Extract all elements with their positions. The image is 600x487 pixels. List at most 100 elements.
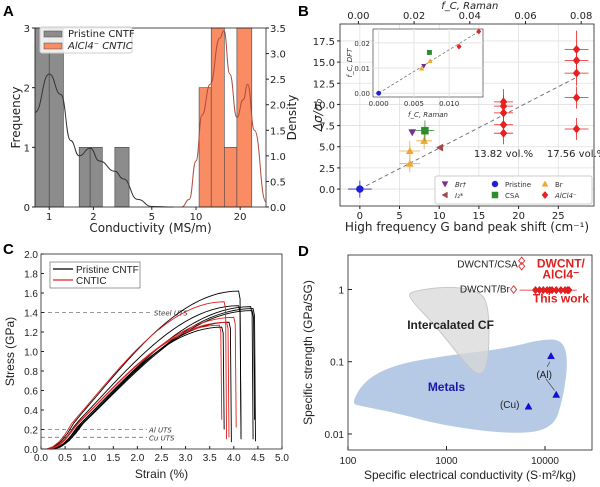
y-tick-label-6: 1.2	[24, 328, 38, 339]
data-point-1	[518, 256, 526, 266]
x-tick-label-0: 1	[46, 212, 52, 223]
panel-label-c: C	[3, 241, 14, 258]
y2-tick-label-3: 1.5	[270, 126, 286, 137]
legend-box	[434, 175, 593, 205]
y-axis-label: Stress (GPa)	[3, 317, 17, 386]
stress-strain-curve-0-1	[40, 305, 242, 450]
data-point-5-6	[572, 93, 581, 103]
y2-axis-label: Density	[285, 95, 299, 141]
this-work-label-2: This work	[533, 291, 589, 305]
data-point-5-4	[499, 97, 508, 107]
data-point-0-0	[356, 185, 364, 193]
x-tick-label-2: 1.0	[82, 453, 96, 464]
inset-point-0	[376, 90, 382, 96]
region-label-metals: Metals	[428, 380, 466, 394]
x-tick-label-3: 1.5	[106, 453, 120, 464]
y2-tick-label-2: 1.0	[270, 152, 286, 163]
inset-y-tick-label-2: 0.02	[354, 40, 370, 48]
data-point-3-0	[421, 126, 429, 135]
x-tick-label-10: 5.0	[275, 453, 289, 464]
inset-x-axis-label: f_C, Raman	[408, 111, 448, 119]
data-point-4-0	[435, 143, 444, 152]
y-tick-label-4: 10.0	[313, 100, 335, 111]
inset-y-tick-label-1: 0.01	[354, 65, 370, 73]
legend-swatch-0	[43, 30, 63, 38]
x-tick-label-4: 20	[512, 211, 525, 222]
legend-marker-2	[491, 180, 499, 188]
inset-point-3	[427, 58, 433, 63]
y-tick-label-9: 1.8	[24, 270, 38, 281]
ref-label-1: Al UTS	[148, 427, 172, 435]
y2-tick-label-4: 2.0	[270, 101, 286, 112]
legend-label-1: AlCl4⁻ CNTIC	[67, 41, 133, 52]
label-cu: (Cu)	[500, 400, 519, 411]
x-tick-label-5: 25	[552, 211, 565, 222]
panel-label-b: B	[298, 3, 309, 20]
y-tick-label-3: 3	[24, 24, 30, 35]
y-tick-label-5: 12.5	[313, 79, 335, 90]
data-point-4	[552, 390, 561, 398]
x-tick-label-3: 10	[190, 212, 203, 223]
histogram-bar-1-3	[236, 27, 253, 208]
inset-point-1	[419, 65, 425, 71]
legend-label-0: Pristine CNTF	[68, 29, 135, 40]
label-al: (Al)	[536, 370, 552, 381]
stress-strain-curve-1-3	[41, 324, 223, 450]
plot-frame	[347, 254, 593, 451]
inset-point-4	[426, 49, 432, 55]
fit-line	[359, 76, 577, 190]
this-work-label-0: DWCNT/	[537, 256, 586, 270]
x-axis-label: Conductivity (MS/m)	[89, 221, 211, 235]
x-tick-label-2: 10000	[531, 456, 559, 467]
x2-tick-label-2: 0.04	[459, 11, 481, 22]
y-tick-label-2: 0.4	[24, 406, 38, 417]
x-tick-label-5: 2.5	[155, 453, 169, 464]
y-tick-label-7: 1.4	[24, 309, 38, 320]
y-tick-label-3: 0.6	[24, 387, 38, 398]
label-dwcnt-csa: DWCNT/CSA	[457, 260, 518, 271]
data-point-2	[509, 285, 518, 294]
data-point-1-0	[405, 159, 414, 167]
y-tick-label-0: 0.01	[325, 430, 345, 441]
x2-tick-label-4: 0.08	[570, 11, 592, 22]
y-tick-label-2: 2	[24, 84, 30, 95]
y2-tick-label-1: 0.5	[270, 177, 286, 188]
y-tick-label-4: 0.8	[24, 367, 38, 378]
data-point-0	[518, 261, 526, 271]
y-tick-label-1: 0.2	[24, 426, 38, 437]
legend-marker-3	[491, 191, 499, 199]
panel-d-ashby: Intercalated CF Metals DWCNT/CSA DWCNT/Br (A…	[301, 254, 593, 482]
histogram-bar-0-4	[114, 147, 130, 208]
histogram-bar-0-3	[89, 147, 103, 208]
histogram-bar-0-2	[78, 147, 91, 208]
data-point-5-5	[572, 124, 581, 134]
stress-strain-curve-0-4	[41, 310, 255, 450]
x-tick-label-0: 0.0	[34, 453, 48, 464]
x-tick-label-1: 2	[90, 212, 96, 223]
inset-x-tick-label-2: 0.010	[439, 100, 459, 108]
x-tick-label-1: 0.5	[58, 453, 72, 464]
legend-swatch-1	[43, 42, 63, 50]
stress-strain-curve-0-6	[41, 321, 232, 450]
x-tick-label-3: 15	[473, 211, 486, 222]
inset-point-5	[456, 43, 462, 50]
x-axis-label: Strain (%)	[135, 467, 188, 481]
legend-label-1: CNTIC	[76, 276, 107, 287]
x-tick-label-0: 100	[340, 456, 357, 467]
x-tick-label-8: 4.0	[227, 453, 241, 464]
legend-marker-1	[441, 191, 448, 199]
panel-label-d: D	[298, 243, 309, 260]
y-tick-label-0: 0	[24, 203, 30, 214]
y2-tick-label-7: 3.5	[270, 24, 286, 35]
stress-strain-curve-0-5	[41, 326, 225, 450]
arrow-al-1	[546, 361, 551, 367]
label-dwcnt-br: DWCNT/Br	[460, 284, 511, 295]
x2-tick-label-1: 0.02	[403, 11, 425, 22]
y-axis-label: Specific strength (GPa/SG)	[301, 280, 315, 425]
y-tick-label-1: 2.5	[319, 164, 335, 175]
panel-b-scatter: 13.82 vol.% 17.56 vol.% 0 5 10 15 20 25 0.0 2.5 5.…	[311, 1, 600, 234]
x-axis-label: Specific electrical conductivity (S·m²/k…	[364, 468, 576, 482]
legend-label-2: Pristine	[505, 181, 531, 189]
